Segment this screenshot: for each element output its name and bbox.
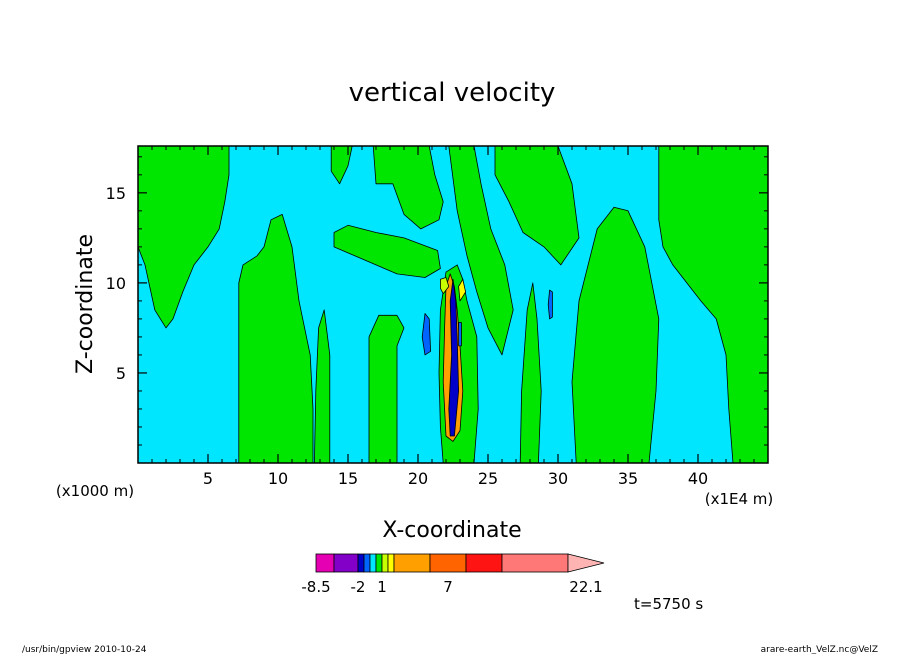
colorbar-cell-9 — [429, 553, 467, 573]
colorbar-cell-10 — [465, 553, 503, 573]
x-tick-label-35: 35 — [618, 469, 638, 488]
colorbar-cell-11 — [501, 553, 569, 573]
x-tick-label-10: 10 — [268, 469, 288, 488]
colorbar-cell-8 — [393, 553, 431, 573]
chart-title: vertical velocity — [349, 78, 556, 108]
plot-area: 5 10 15 20 25 30 35 40 5 10 15 — [106, 145, 769, 488]
contour-region-positive-10 — [571, 206, 660, 464]
x-tick-label-15: 15 — [338, 469, 358, 488]
footer-left: /usr/bin/gpview 2010-10-24 — [22, 645, 147, 654]
x-tick-label-5: 5 — [203, 469, 213, 488]
colorbar-label--8_5: -8.5 — [301, 578, 330, 596]
y-tick-label-15: 15 — [106, 184, 126, 203]
contour-region-positive-4 — [333, 224, 441, 278]
plot-frame — [137, 145, 769, 464]
contour-region-positive-0 — [137, 145, 230, 329]
colorbar-labels: -8.5 -2 1 7 22.1 — [301, 578, 602, 596]
contour-region-downdraft-17 — [421, 313, 432, 356]
axis-ticks: 5 10 15 20 25 30 35 40 5 10 15 — [106, 146, 768, 488]
time-label: t=5750 s — [634, 595, 703, 613]
colorbar-label--2: -2 — [351, 578, 366, 596]
colorbar: -8.5 -2 1 7 22.1 — [301, 553, 605, 596]
y-axis-label: Z-coordinate — [73, 234, 98, 374]
colorbar-cell-7 — [387, 553, 395, 573]
colorbar-cell-1 — [333, 553, 359, 573]
contour-region-positive-6 — [372, 145, 444, 230]
colorbar-label-7: 7 — [443, 578, 453, 596]
contour-region-positive-3 — [368, 314, 405, 464]
contour-region-positive-8 — [494, 145, 580, 266]
y-units-label: (x1000 m) — [56, 482, 134, 500]
x-tick-label-30: 30 — [548, 469, 568, 488]
contour-region-positive-1 — [238, 213, 314, 464]
x-tick-label-40: 40 — [688, 469, 708, 488]
colorbar-cell-2 — [357, 553, 365, 573]
x-units-label: (x1E4 m) — [705, 490, 774, 508]
colorbar-cell-3 — [363, 553, 371, 573]
contour-region-downdraft-19 — [458, 322, 462, 347]
colorbar-label-22_1: 22.1 — [569, 578, 602, 596]
contour-region-weak-up-15 — [458, 278, 467, 302]
contour-regions — [137, 145, 769, 464]
colorbar-cell-6 — [381, 553, 389, 573]
contour-region-downdraft-18 — [547, 289, 553, 320]
colorbar-cell-5 — [375, 553, 383, 573]
colorbar-cells — [315, 553, 605, 573]
x-tick-label-20: 20 — [408, 469, 428, 488]
colorbar-cell-4 — [369, 553, 377, 573]
x-axis-label: X-coordinate — [382, 518, 521, 543]
x-tick-label-25: 25 — [478, 469, 498, 488]
y-tick-label-5: 5 — [116, 364, 126, 383]
contour-region-positive-7 — [448, 145, 514, 356]
y-tick-label-10: 10 — [106, 274, 126, 293]
colorbar-cell-12 — [567, 553, 605, 573]
contour-region-weak-up-14 — [439, 277, 450, 295]
contour-region-positive-9 — [519, 282, 542, 464]
colorbar-label-1: 1 — [377, 578, 387, 596]
footer-right: arare-earth_VelZ.nc@VelZ — [761, 645, 878, 654]
contour-region-downdraft-16 — [448, 278, 460, 437]
colorbar-cell-0 — [315, 553, 335, 573]
